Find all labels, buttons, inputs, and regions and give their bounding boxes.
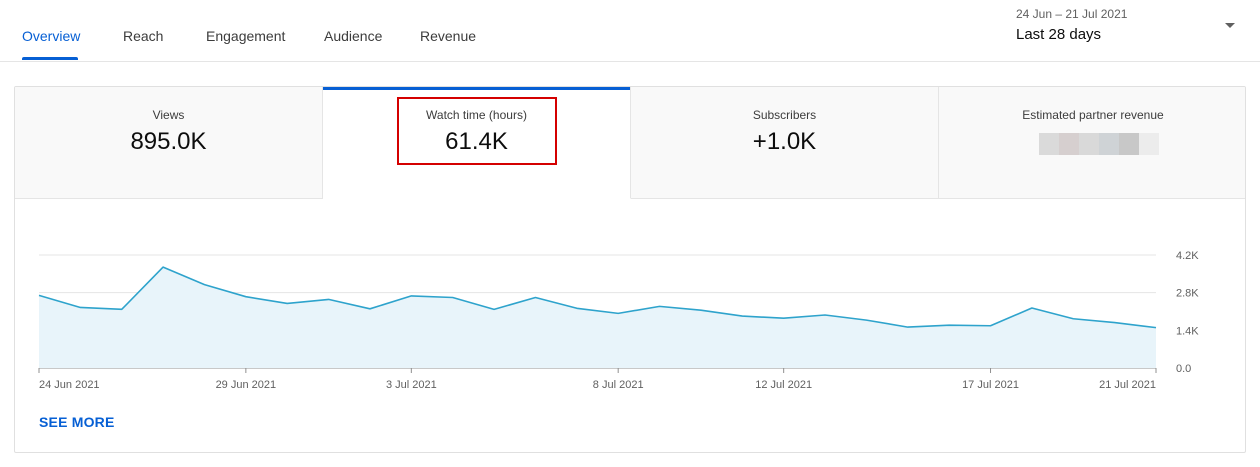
see-more-link[interactable]: SEE MORE (39, 414, 115, 430)
redacted-value (1039, 133, 1159, 155)
tab-audience[interactable]: Audience (324, 28, 383, 44)
x-tick-label: 21 Jul 2021 (1099, 379, 1156, 391)
caret-down-icon[interactable] (1225, 23, 1235, 28)
metric-tab-watch-time[interactable]: Watch time (hours) 61.4K (323, 87, 631, 199)
selected-metric-indicator (323, 87, 630, 90)
metric-tab-subscribers[interactable]: Subscribers +1.0K (631, 87, 939, 199)
y-tick-label: 2.8K (1176, 288, 1199, 300)
tab-overview[interactable]: Overview (22, 28, 81, 44)
y-tick-label: 1.4K (1176, 325, 1199, 337)
top-tab-bar: Overview Reach Engagement Audience Reven… (0, 0, 1260, 62)
analytics-card: Views 895.0K Watch time (hours) 61.4K Su… (14, 86, 1246, 453)
metric-tab-views[interactable]: Views 895.0K (15, 87, 323, 199)
date-range-picker[interactable]: 24 Jun – 21 Jul 2021 Last 28 days (1016, 6, 1246, 50)
x-tick-label: 29 Jun 2021 (216, 379, 277, 391)
highlight-box (397, 97, 557, 165)
active-tab-indicator (22, 57, 78, 60)
metric-label: Estimated partner revenue (1022, 108, 1164, 122)
metric-value: 61.4K (445, 128, 508, 155)
area-fill (39, 267, 1156, 368)
y-tick-label: 4.2K (1176, 250, 1199, 262)
metric-label: Subscribers (752, 108, 817, 122)
y-tick-label: 0.0 (1176, 363, 1191, 375)
tab-revenue[interactable]: Revenue (420, 28, 477, 44)
metric-label: Views (152, 108, 185, 122)
date-range-label: Last 28 days (1016, 26, 1102, 43)
tab-engagement[interactable]: Engagement (206, 28, 286, 44)
date-range-text: 24 Jun – 21 Jul 2021 (1016, 7, 1128, 21)
x-tick-label: 8 Jul 2021 (593, 379, 644, 391)
metric-label: Watch time (hours) (426, 108, 527, 122)
watch-time-chart: 0.0 1.4K 2.8K 4.2K 24 Jun 2021 29 Jun 2021 3 J… (38, 250, 1199, 391)
x-tick-label: 12 Jul 2021 (755, 379, 812, 391)
metric-value: +1.0K (752, 128, 817, 155)
series-line (38, 266, 1157, 329)
x-tick-label: 24 Jun 2021 (39, 379, 100, 391)
tab-reach[interactable]: Reach (123, 28, 164, 44)
metric-value: 895.0K (130, 128, 207, 155)
x-tick-label: 3 Jul 2021 (386, 379, 437, 391)
metric-tab-revenue[interactable]: Estimated partner revenue (939, 87, 1245, 199)
x-tick-label: 17 Jul 2021 (962, 379, 1019, 391)
